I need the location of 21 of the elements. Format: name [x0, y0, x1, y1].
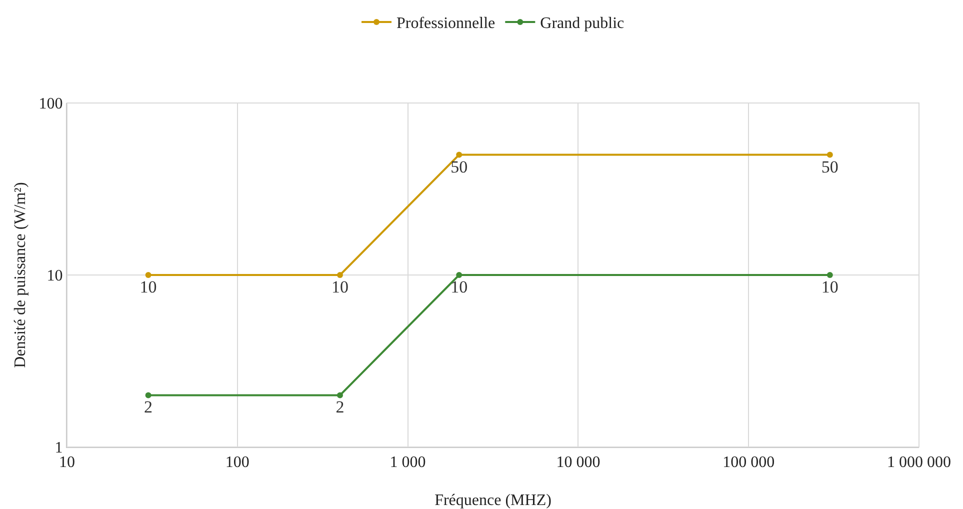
x-tick-label: 100: [225, 454, 250, 472]
y-tick-label: 10: [46, 268, 63, 285]
data-label: 10: [450, 278, 468, 296]
x-tick-label: 10 000: [556, 454, 600, 472]
legend-label: Grand public: [540, 15, 624, 32]
x-tick-label: 10: [59, 454, 75, 472]
data-label: 2: [336, 398, 344, 417]
x-axis-title: Fréquence (MHZ): [434, 492, 552, 509]
y-axis-title: Densité de puissance (W/m²): [12, 182, 29, 368]
data-label: 10: [821, 278, 838, 296]
y-tick-label: 100: [38, 96, 63, 113]
data-label: 50: [450, 157, 468, 176]
data-label: 10: [331, 278, 348, 296]
legend-label: Professionnelle: [396, 15, 496, 32]
x-tick-label: 1 000 000: [887, 454, 951, 472]
data-label: 50: [821, 157, 838, 176]
y-tick-label: 1: [54, 440, 63, 457]
data-label: 2: [144, 398, 153, 417]
data-label: 10: [140, 278, 157, 296]
x-tick-label: 1 000: [390, 454, 426, 472]
x-tick-label: 100 000: [722, 454, 775, 472]
